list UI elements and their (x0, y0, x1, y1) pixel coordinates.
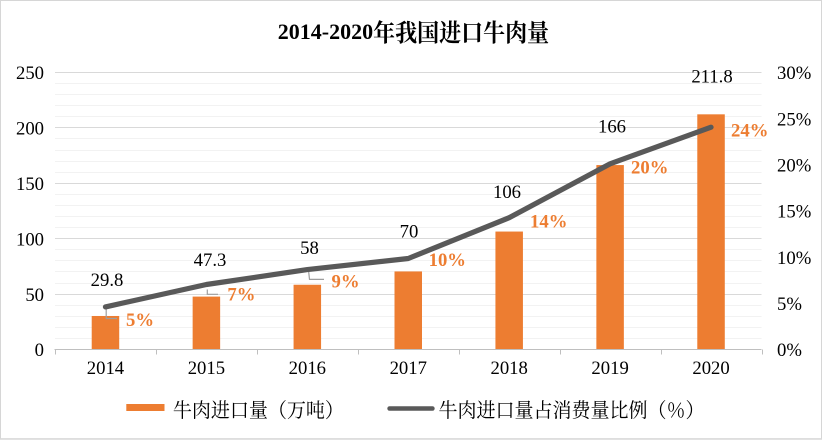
svg-text:2017: 2017 (390, 358, 427, 379)
svg-text:2016: 2016 (289, 358, 326, 379)
svg-text:50: 50 (25, 285, 44, 306)
svg-text:0: 0 (35, 340, 44, 361)
svg-text:25%: 25% (777, 109, 811, 130)
svg-text:58: 58 (300, 238, 319, 259)
svg-text:14%: 14% (530, 212, 567, 233)
svg-text:150: 150 (16, 174, 44, 195)
svg-text:106: 106 (493, 182, 521, 203)
svg-text:211.8: 211.8 (691, 67, 732, 88)
svg-text:2015: 2015 (188, 358, 225, 379)
svg-text:2019: 2019 (591, 358, 628, 379)
svg-text:2014: 2014 (87, 358, 125, 379)
svg-text:250: 250 (16, 63, 44, 84)
svg-text:2018: 2018 (490, 358, 527, 379)
svg-text:7%: 7% (227, 285, 255, 306)
svg-text:30%: 30% (777, 63, 811, 84)
svg-text:2014-2020: 2014-2020 (278, 19, 373, 44)
svg-text:47.3: 47.3 (194, 250, 227, 271)
svg-text:15%: 15% (777, 202, 811, 223)
svg-text:0%: 0% (777, 340, 802, 361)
svg-text:5%: 5% (126, 310, 154, 331)
svg-text:166: 166 (598, 117, 626, 138)
svg-text:24%: 24% (731, 121, 768, 142)
svg-text:200: 200 (16, 119, 44, 140)
svg-text:5%: 5% (777, 294, 802, 315)
svg-text:20%: 20% (777, 156, 811, 177)
svg-text:10%: 10% (777, 248, 811, 269)
svg-text:20%: 20% (631, 158, 668, 179)
svg-text:29.8: 29.8 (91, 270, 124, 291)
svg-text:9%: 9% (332, 272, 360, 293)
svg-text:100: 100 (16, 229, 44, 250)
svg-text:10%: 10% (429, 250, 466, 271)
svg-text:2020: 2020 (692, 358, 729, 379)
svg-text:70: 70 (400, 222, 419, 243)
